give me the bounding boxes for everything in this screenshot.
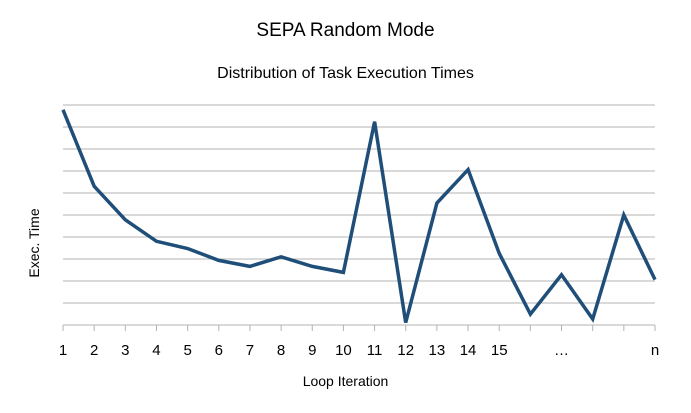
x-tick-label: 3: [121, 342, 129, 359]
x-tick-label: …: [554, 342, 569, 359]
x-tick-label: 5: [183, 342, 191, 359]
series-line: [61, 109, 657, 324]
x-axis: [62, 324, 656, 331]
x-tick-label: 2: [90, 342, 98, 359]
x-tick-label: 1: [59, 342, 67, 359]
x-tick-label: 6: [215, 342, 223, 359]
x-tick-label: 11: [367, 342, 383, 359]
x-tick-label: 8: [277, 342, 285, 359]
x-tick-label: 7: [246, 342, 254, 359]
x-tick-label: 9: [308, 342, 316, 359]
x-tick-labels: 1 2 3 4 5 6 7 8 9 10 11 12 13 14 15… n: [59, 342, 659, 359]
x-tick-label: 13: [429, 342, 446, 359]
x-tick-label: 12: [397, 342, 414, 359]
x-tick-label: 14: [460, 342, 477, 359]
gridlines: [63, 104, 655, 326]
x-axis-label: Loop Iteration: [302, 373, 389, 389]
x-tick-label: 10: [335, 342, 352, 359]
x-tick-label: 15: [491, 342, 508, 359]
x-tick-label: n: [651, 342, 659, 359]
x-tick-label: 4: [152, 342, 160, 359]
chart-subtitle: Distribution of Task Execution Times: [217, 65, 474, 82]
chart-title: SEPA Random Mode: [256, 20, 435, 41]
series-lines: [61, 109, 657, 324]
